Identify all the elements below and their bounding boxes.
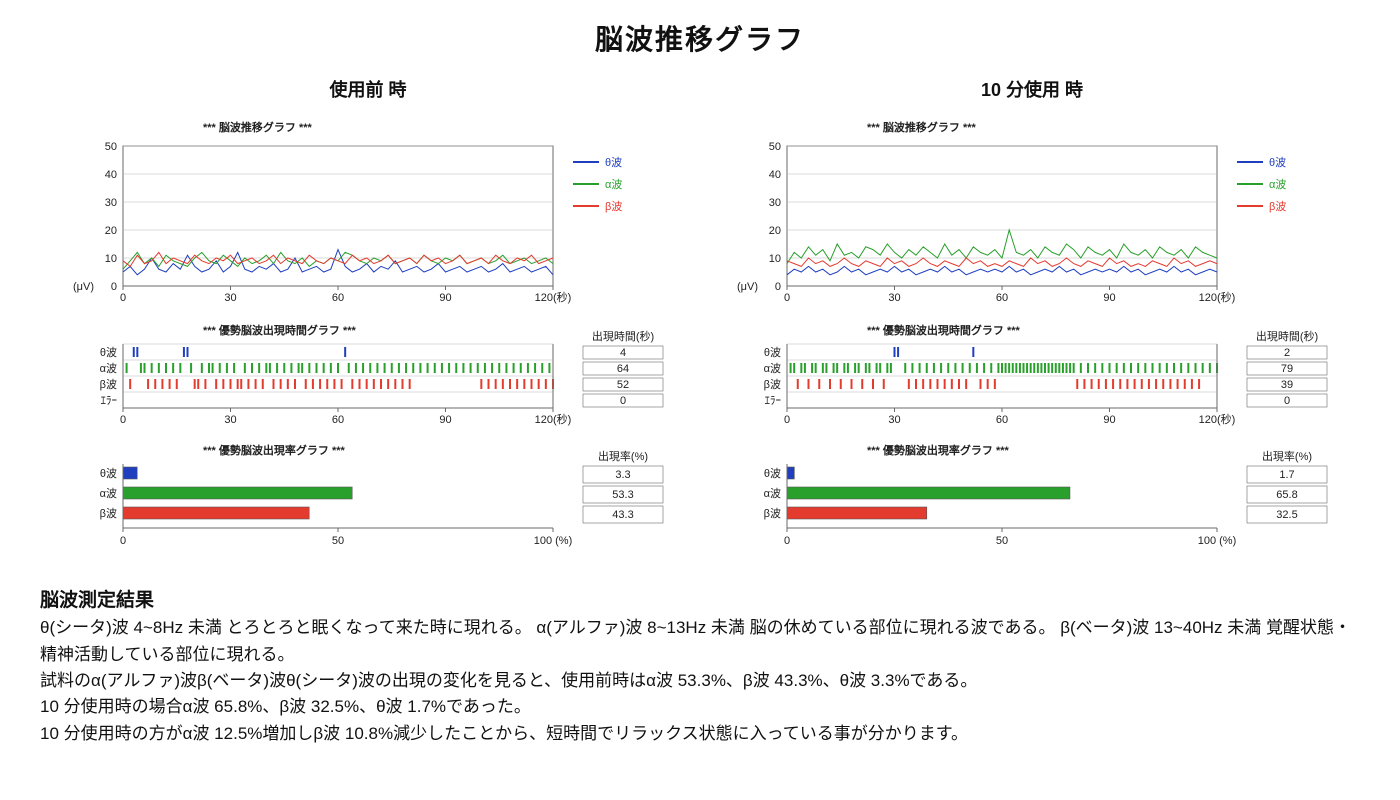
svg-text:θ波: θ波 bbox=[605, 156, 622, 169]
svg-text:4: 4 bbox=[620, 347, 626, 359]
panel-before: *** 脳波推移グラフ ***010203040500306090120(秒)(… bbox=[53, 108, 683, 568]
column-before: 使用前 時 *** 脳波推移グラフ ***0102030405003060901… bbox=[53, 76, 683, 568]
svg-text:10: 10 bbox=[105, 253, 117, 265]
svg-text:β波: β波 bbox=[605, 200, 622, 213]
column-before-title: 使用前 時 bbox=[53, 76, 683, 102]
svg-text:出現時間(秒): 出現時間(秒) bbox=[1256, 329, 1318, 343]
svg-text:θ波: θ波 bbox=[100, 467, 117, 480]
svg-text:0: 0 bbox=[784, 414, 790, 426]
svg-text:*** 優勢脳波出現時間グラフ ***: *** 優勢脳波出現時間グラフ *** bbox=[203, 323, 357, 337]
svg-text:1.7: 1.7 bbox=[1279, 469, 1294, 481]
svg-text:90: 90 bbox=[439, 414, 451, 426]
svg-text:43.3: 43.3 bbox=[612, 509, 633, 521]
svg-text:120(秒): 120(秒) bbox=[1199, 290, 1236, 304]
svg-text:出現率(%): 出現率(%) bbox=[598, 449, 648, 463]
svg-text:*** 優勢脳波出現率グラフ ***: *** 優勢脳波出現率グラフ *** bbox=[203, 443, 346, 457]
svg-text:*** 脳波推移グラフ ***: *** 脳波推移グラフ *** bbox=[203, 120, 313, 134]
svg-text:2: 2 bbox=[1284, 347, 1290, 359]
svg-text:α波: α波 bbox=[605, 178, 622, 191]
svg-text:39: 39 bbox=[1281, 379, 1293, 391]
svg-text:90: 90 bbox=[1103, 292, 1115, 304]
panel-after: *** 脳波推移グラフ ***010203040500306090120(秒)(… bbox=[717, 108, 1347, 568]
svg-text:100 (%): 100 (%) bbox=[1198, 535, 1237, 547]
results-line-1: θ(シータ)波 4~8Hz 未満 とろとろと眠くなって来た時に現れる。 α(アル… bbox=[40, 615, 1360, 668]
svg-text:0: 0 bbox=[120, 292, 126, 304]
svg-text:64: 64 bbox=[617, 363, 629, 375]
svg-text:β波: β波 bbox=[764, 378, 781, 391]
svg-text:θ波: θ波 bbox=[764, 467, 781, 480]
svg-text:100 (%): 100 (%) bbox=[534, 535, 573, 547]
svg-text:50: 50 bbox=[996, 535, 1008, 547]
svg-text:θ波: θ波 bbox=[764, 346, 781, 359]
svg-text:120(秒): 120(秒) bbox=[535, 412, 572, 426]
results-line-2: 試料のα(アルファ)波β(ベータ)波θ(シータ)波の出現の変化を見ると、使用前時… bbox=[40, 668, 1360, 694]
svg-text:79: 79 bbox=[1281, 363, 1293, 375]
svg-text:β波: β波 bbox=[100, 507, 117, 520]
results-heading: 脳波測定結果 bbox=[40, 586, 1360, 615]
svg-text:0: 0 bbox=[1284, 395, 1290, 407]
svg-text:0: 0 bbox=[775, 281, 781, 293]
svg-text:20: 20 bbox=[769, 225, 781, 237]
svg-text:60: 60 bbox=[332, 414, 344, 426]
svg-text:出現時間(秒): 出現時間(秒) bbox=[592, 329, 654, 343]
svg-text:0: 0 bbox=[120, 414, 126, 426]
page-title: 脳波推移グラフ bbox=[40, 18, 1360, 58]
svg-text:40: 40 bbox=[769, 169, 781, 181]
svg-text:30: 30 bbox=[224, 414, 236, 426]
svg-text:10: 10 bbox=[769, 253, 781, 265]
svg-text:52: 52 bbox=[617, 379, 629, 391]
svg-text:50: 50 bbox=[105, 141, 117, 153]
svg-text:60: 60 bbox=[996, 292, 1008, 304]
svg-text:60: 60 bbox=[996, 414, 1008, 426]
svg-text:40: 40 bbox=[105, 169, 117, 181]
svg-text:α波: α波 bbox=[764, 487, 781, 500]
page-root: 脳波推移グラフ 使用前 時 *** 脳波推移グラフ ***01020304050… bbox=[0, 0, 1400, 800]
svg-text:3.3: 3.3 bbox=[615, 469, 630, 481]
svg-text:α波: α波 bbox=[764, 362, 781, 375]
svg-text:65.8: 65.8 bbox=[1276, 489, 1297, 501]
svg-text:0: 0 bbox=[620, 395, 626, 407]
svg-text:0: 0 bbox=[111, 281, 117, 293]
svg-text:90: 90 bbox=[439, 292, 451, 304]
svg-text:β波: β波 bbox=[764, 507, 781, 520]
svg-text:*** 優勢脳波出現時間グラフ ***: *** 優勢脳波出現時間グラフ *** bbox=[867, 323, 1021, 337]
results-line-3: 10 分使用時の場合α波 65.8%、β波 32.5%、θ波 1.7%であった。 bbox=[40, 694, 1360, 720]
svg-text:30: 30 bbox=[769, 197, 781, 209]
svg-text:50: 50 bbox=[769, 141, 781, 153]
svg-text:20: 20 bbox=[105, 225, 117, 237]
svg-text:0: 0 bbox=[120, 535, 126, 547]
svg-text:*** 優勢脳波出現率グラフ ***: *** 優勢脳波出現率グラフ *** bbox=[867, 443, 1010, 457]
svg-text:0: 0 bbox=[784, 535, 790, 547]
svg-text:30: 30 bbox=[105, 197, 117, 209]
svg-text:30: 30 bbox=[224, 292, 236, 304]
results-line-4: 10 分使用時の方がα波 12.5%増加しβ波 10.8%減少したことから、短時… bbox=[40, 721, 1360, 747]
column-after: 10 分使用 時 *** 脳波推移グラフ ***0102030405003060… bbox=[717, 76, 1347, 568]
svg-text:50: 50 bbox=[332, 535, 344, 547]
svg-text:出現率(%): 出現率(%) bbox=[1262, 449, 1312, 463]
columns-wrap: 使用前 時 *** 脳波推移グラフ ***0102030405003060901… bbox=[40, 76, 1360, 568]
svg-text:*** 脳波推移グラフ ***: *** 脳波推移グラフ *** bbox=[867, 120, 977, 134]
svg-text:120(秒): 120(秒) bbox=[535, 290, 572, 304]
svg-text:ｴﾗｰ: ｴﾗｰ bbox=[101, 395, 118, 407]
svg-text:β波: β波 bbox=[100, 378, 117, 391]
svg-text:β波: β波 bbox=[1269, 200, 1286, 213]
results-block: 脳波測定結果 θ(シータ)波 4~8Hz 未満 とろとろと眠くなって来た時に現れ… bbox=[40, 586, 1360, 747]
svg-text:120(秒): 120(秒) bbox=[1199, 412, 1236, 426]
svg-text:30: 30 bbox=[888, 414, 900, 426]
svg-text:60: 60 bbox=[332, 292, 344, 304]
svg-text:(μV): (μV) bbox=[73, 281, 94, 293]
svg-text:α波: α波 bbox=[100, 362, 117, 375]
svg-text:ｴﾗｰ: ｴﾗｰ bbox=[765, 395, 782, 407]
svg-text:0: 0 bbox=[784, 292, 790, 304]
column-after-title: 10 分使用 時 bbox=[717, 76, 1347, 102]
svg-text:α波: α波 bbox=[100, 487, 117, 500]
svg-text:(μV): (μV) bbox=[737, 281, 758, 293]
svg-text:θ波: θ波 bbox=[1269, 156, 1286, 169]
svg-text:32.5: 32.5 bbox=[1276, 509, 1297, 521]
svg-text:53.3: 53.3 bbox=[612, 489, 633, 501]
svg-text:30: 30 bbox=[888, 292, 900, 304]
svg-text:90: 90 bbox=[1103, 414, 1115, 426]
svg-text:α波: α波 bbox=[1269, 178, 1286, 191]
svg-text:θ波: θ波 bbox=[100, 346, 117, 359]
